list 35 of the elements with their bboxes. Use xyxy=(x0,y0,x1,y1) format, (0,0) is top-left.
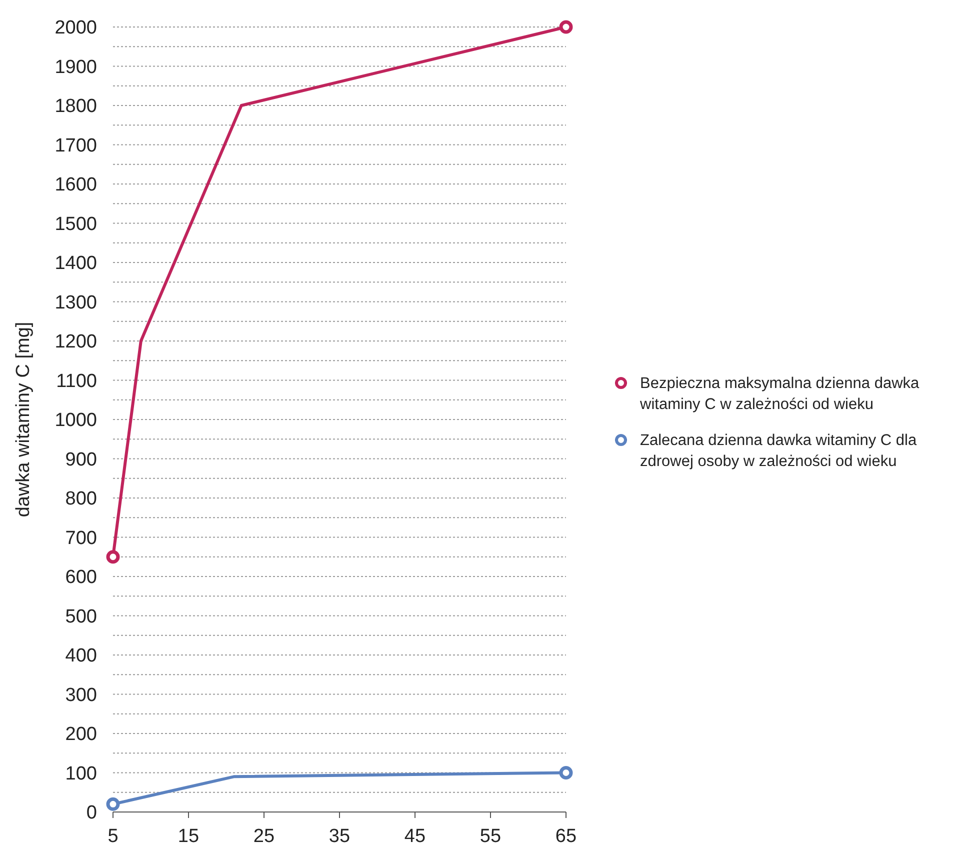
y-tick-label: 800 xyxy=(65,488,97,510)
y-tick-label: 1700 xyxy=(54,135,97,156)
y-tick-label: 1000 xyxy=(54,410,97,432)
x-tick-label: 45 xyxy=(404,826,426,846)
y-tick-label: 1300 xyxy=(54,292,97,314)
y-tick-label: 0 xyxy=(86,802,97,824)
x-tick-label: 15 xyxy=(178,826,200,846)
y-tick-label: 400 xyxy=(65,646,97,667)
x-tick-label: 55 xyxy=(480,826,502,846)
y-tick-label: 500 xyxy=(65,606,97,628)
y-tick-label: 900 xyxy=(65,449,97,470)
y-tick-label: 1800 xyxy=(54,96,97,118)
y-tick-label: 1200 xyxy=(54,332,97,353)
y-tick-label: 1500 xyxy=(54,214,97,235)
y-tick-label: 700 xyxy=(65,528,97,549)
y-tick-label: 2000 xyxy=(54,18,97,39)
x-tick-label: 25 xyxy=(253,826,275,846)
y-tick-label: 1100 xyxy=(56,370,97,392)
point xyxy=(559,766,573,780)
y-tick-label: 600 xyxy=(65,567,97,588)
y-axis-title: dawka witaminy C [mg] xyxy=(13,322,34,518)
point xyxy=(106,550,120,564)
y-tick-label: 300 xyxy=(65,684,97,706)
point xyxy=(106,797,120,811)
y-tick-label: 1400 xyxy=(54,253,97,274)
x-tick-label: 5 xyxy=(108,826,118,846)
legend-label: Bezpieczna maksymalna dzienna dawka witaminy C w zależności od wieku xyxy=(639,375,920,413)
y-tick-label: 100 xyxy=(65,763,97,784)
y-tick-label: 1900 xyxy=(54,56,97,78)
x-tick-label: 65 xyxy=(555,826,577,846)
legend-label: Zalecana dzienna dawka witaminy C dla zdrowej osoby w zależności od wieku xyxy=(640,432,917,470)
point xyxy=(559,20,573,34)
y-tick-label: 200 xyxy=(65,724,97,746)
y-tick-label: 1600 xyxy=(54,174,97,196)
x-tick-label: 35 xyxy=(328,826,350,846)
